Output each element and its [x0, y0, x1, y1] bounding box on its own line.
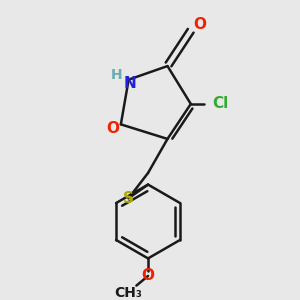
- Text: O: O: [106, 121, 120, 136]
- Text: N: N: [123, 76, 136, 91]
- Text: Cl: Cl: [212, 97, 228, 112]
- Text: H: H: [111, 68, 123, 82]
- Text: CH₃: CH₃: [115, 286, 142, 300]
- Text: S: S: [123, 191, 134, 206]
- Text: O: O: [193, 17, 206, 32]
- Text: O: O: [142, 268, 154, 284]
